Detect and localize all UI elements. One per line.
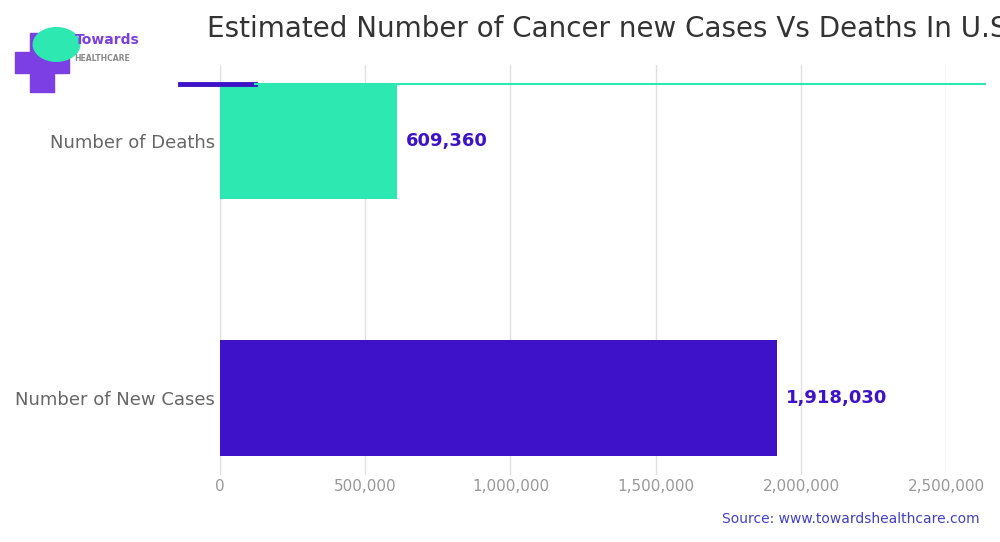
Text: Towards: Towards [74, 33, 139, 47]
Bar [30, 33, 54, 92]
Bar [220, 340, 777, 456]
Bar [220, 83, 397, 199]
Title: Estimated Number of Cancer new Cases Vs Deaths In U.S.  2022: Estimated Number of Cancer new Cases Vs … [207, 15, 1000, 43]
Text: HEALTHCARE: HEALTHCARE [74, 54, 130, 63]
Bar [14, 52, 68, 73]
Text: 1,918,030: 1,918,030 [786, 389, 887, 407]
Text: Source: www.towardshealthcare.com: Source: www.towardshealthcare.com [722, 512, 980, 526]
Circle shape [33, 28, 80, 61]
Text: 609,360: 609,360 [406, 132, 487, 150]
